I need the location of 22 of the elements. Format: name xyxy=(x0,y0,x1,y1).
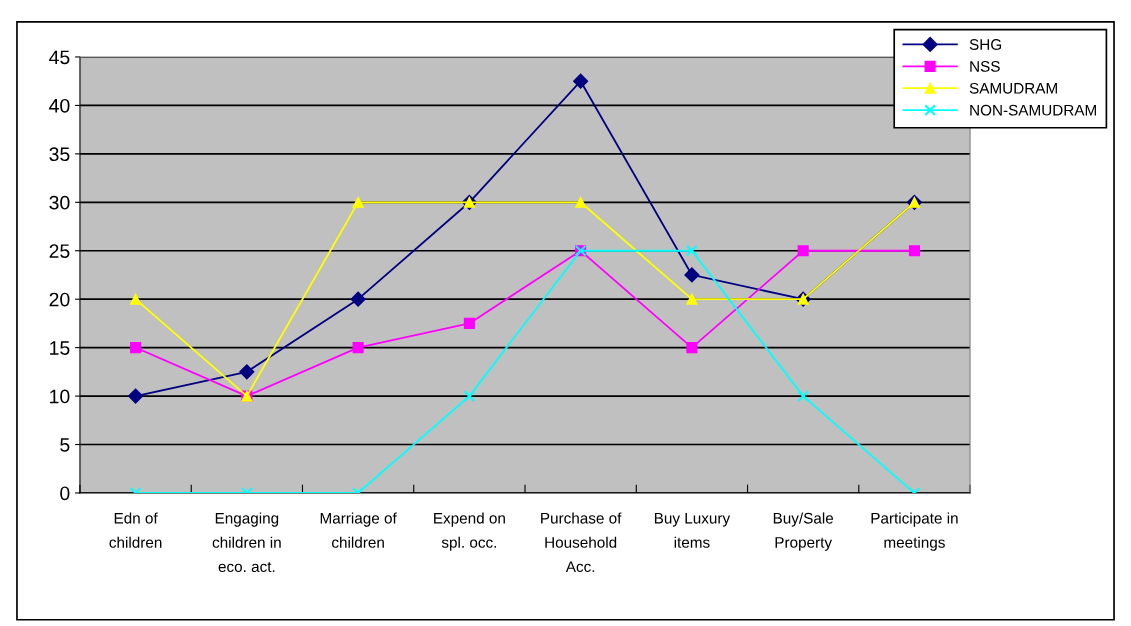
y-tick-label: 40 xyxy=(49,98,70,113)
legend-label: NSS xyxy=(970,61,1000,72)
x-tick-label: Buy Luxury items xyxy=(654,512,731,548)
x-tick-label: Purchase of Household Acc. xyxy=(541,512,622,573)
legend-label: NON-SAMUDRAM xyxy=(970,104,1096,116)
y-tick-label: 10 xyxy=(50,389,70,404)
y-tick-label: 0 xyxy=(60,486,70,501)
y-tick-label: 20 xyxy=(49,292,70,307)
legend-label: SAMUDRAM xyxy=(969,82,1057,94)
x-tick-label: Edn of children xyxy=(109,512,162,548)
x-tick-label: Participate in meetings xyxy=(871,512,958,551)
y-tick-label: 5 xyxy=(60,438,70,452)
y-tick-label: 25 xyxy=(49,244,70,258)
x-tick-label: Engaging children in eco. act. xyxy=(212,512,281,573)
y-tick-label: 30 xyxy=(49,195,70,210)
legend-label: SHG xyxy=(969,39,1002,50)
y-tick-label: 15 xyxy=(50,341,70,355)
x-tick-label: Buy/Sale Property xyxy=(773,512,834,551)
y-tick-label: 45 xyxy=(49,50,70,65)
x-tick-label: Marriage of children xyxy=(320,512,397,548)
x-tick-label: Expend on spl. occ. xyxy=(434,512,505,551)
y-tick-label: 35 xyxy=(49,147,70,162)
